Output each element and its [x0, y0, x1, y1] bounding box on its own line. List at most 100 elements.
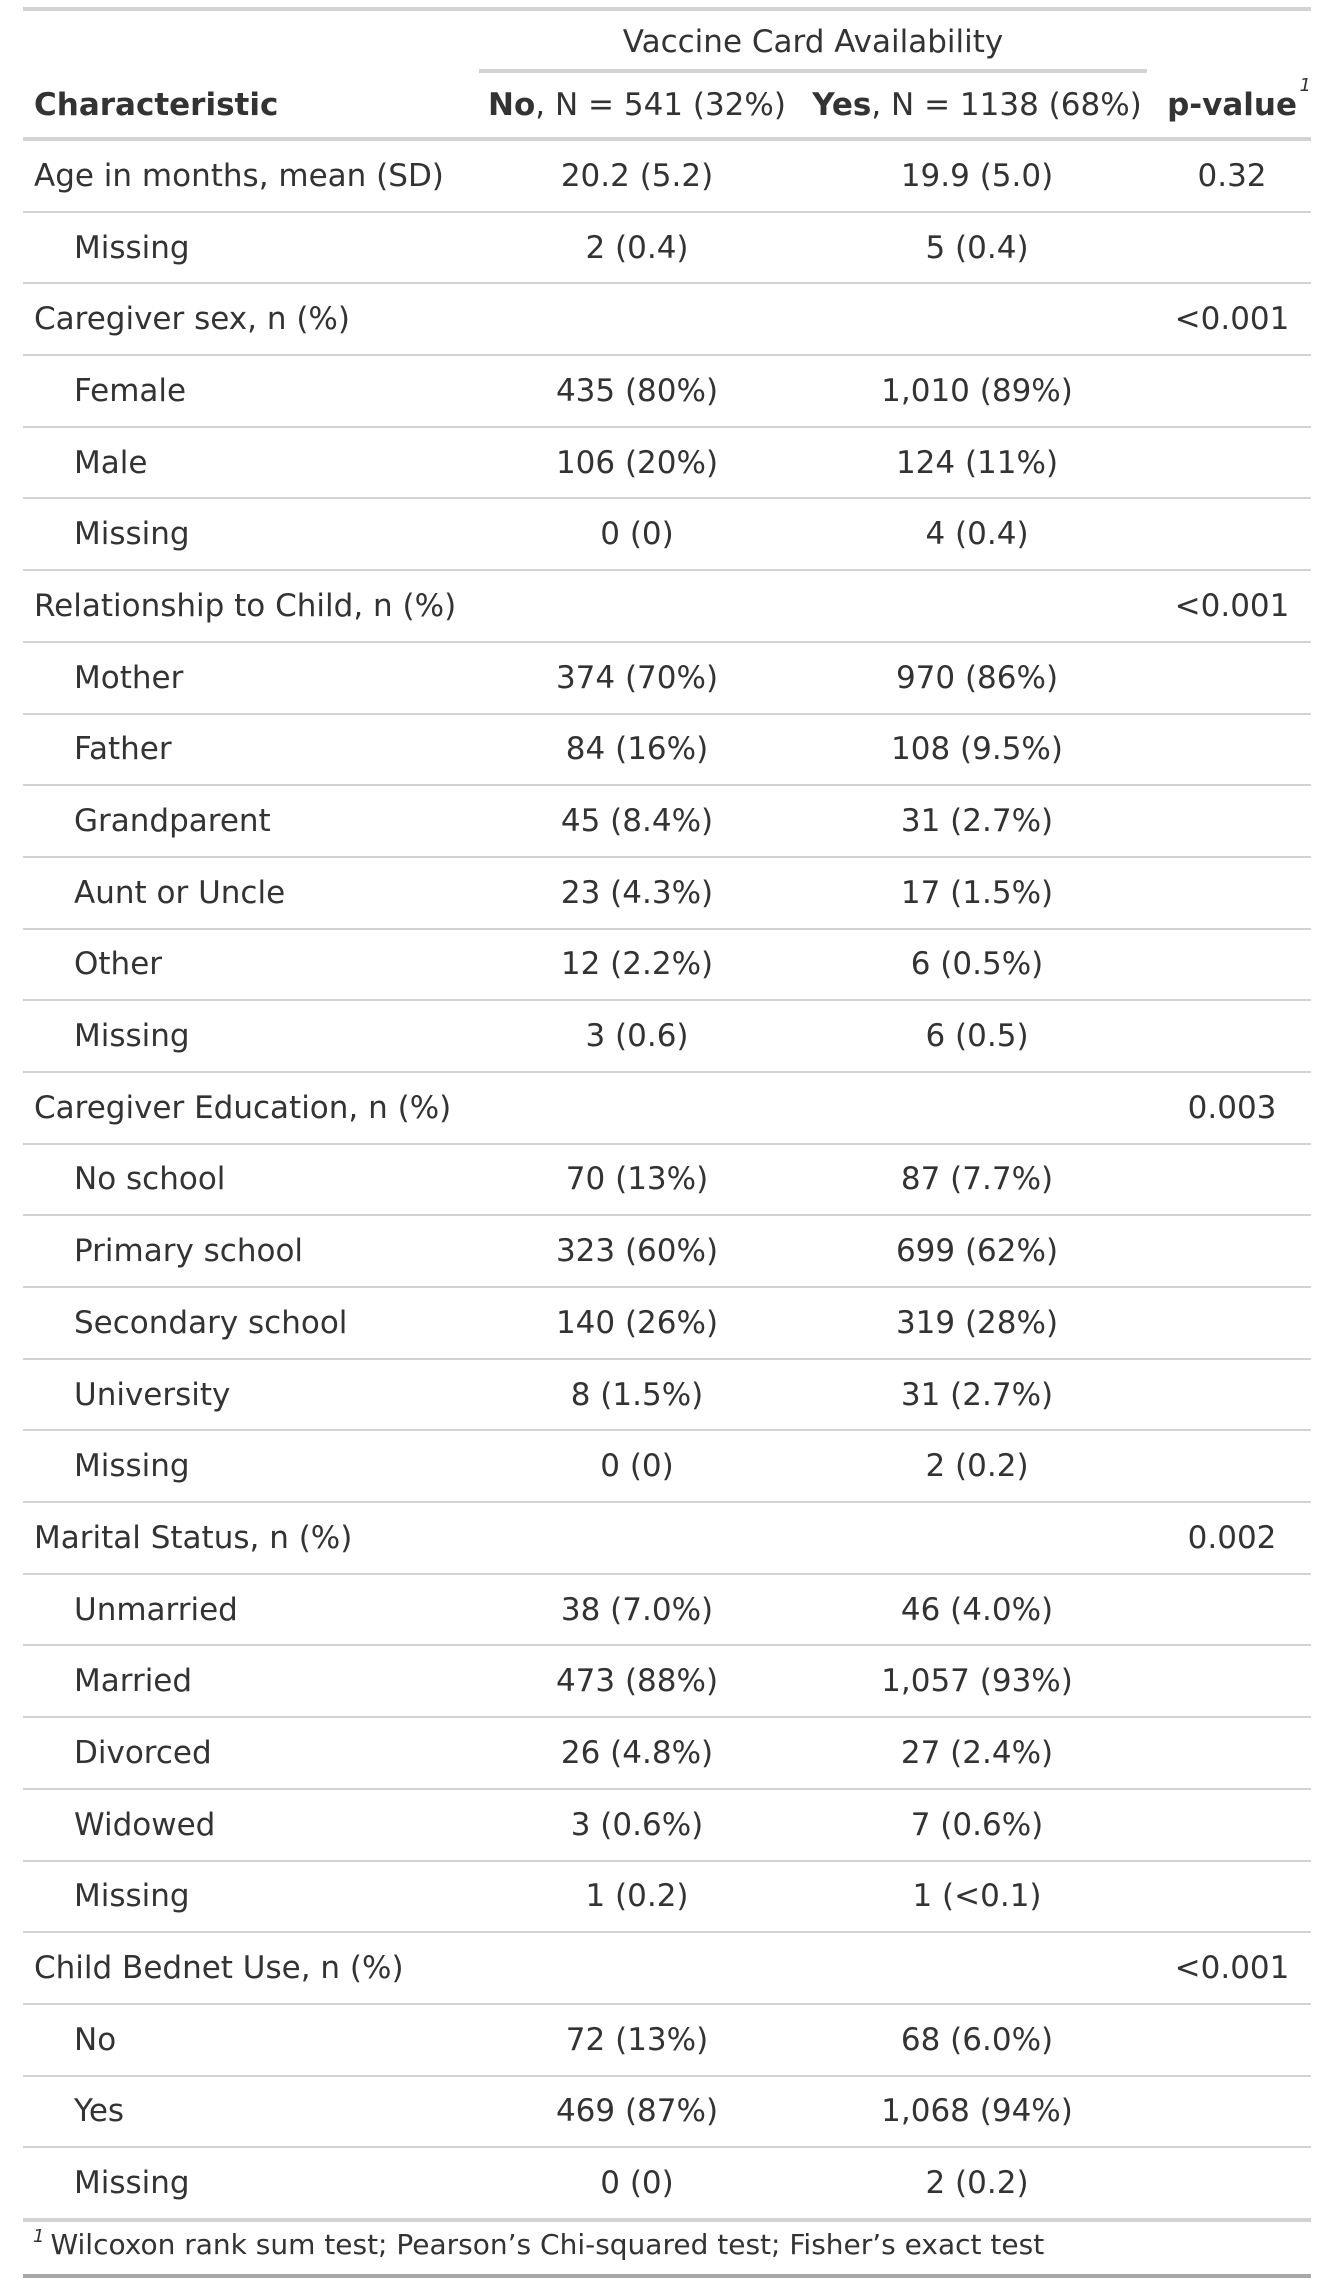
cell-pvalue: <0.001: [1153, 570, 1312, 643]
cell-pvalue: [1153, 1215, 1312, 1288]
cell-no: 45 (8.4%): [473, 785, 801, 858]
cell-characteristic: Relationship to Child, n (%): [23, 570, 473, 643]
spanner-row: Vaccine Card Availability: [23, 11, 1311, 73]
cell-no: [473, 1502, 801, 1575]
table-row-level: Missing 0 (0) 4 (0.4): [23, 498, 1312, 572]
pvalue-footnote-mark: 1: [1299, 75, 1311, 96]
cell-yes: 31 (2.7%): [801, 1358, 1154, 1432]
table-row-level: Other 12 (2.2%) 6 (0.5%): [23, 928, 1312, 1002]
cell-yes: 108 (9.5%): [801, 713, 1154, 787]
cell-characteristic: Secondary school: [23, 1287, 473, 1360]
cell-no: 0 (0): [473, 498, 801, 572]
table-footnote: 1 Wilcoxon rank sum test; Pearson’s Chi-s…: [23, 2222, 1311, 2278]
cell-characteristic: Missing: [23, 2147, 473, 2222]
column-header-row: Characteristic No, N = 541 (32%) Yes, N …: [23, 73, 1312, 141]
cell-yes: 1,068 (94%): [801, 2075, 1154, 2149]
summary-table: Vaccine Card Availability Characteristic…: [23, 11, 1312, 2222]
table-row-level: No school 70 (13%) 87 (7.7%): [23, 1143, 1312, 1217]
cell-yes: 17 (1.5%): [801, 856, 1154, 930]
table-row-level: Missing 0 (0) 2 (0.2): [23, 1430, 1312, 1504]
cell-yes: 124 (11%): [801, 426, 1154, 500]
column-header-yes-count: , N = 1138 (68%): [871, 87, 1142, 123]
cell-pvalue: [1153, 856, 1312, 930]
cell-no: 106 (20%): [473, 426, 801, 500]
cell-pvalue: [1153, 785, 1312, 858]
table-row-level: Secondary school 140 (26%) 319 (28%): [23, 1287, 1312, 1360]
cell-yes: 6 (0.5%): [801, 928, 1154, 1002]
column-header-pvalue: p-value 1: [1153, 73, 1312, 141]
cell-no: 2 (0.4): [473, 211, 801, 285]
cell-characteristic: Other: [23, 928, 473, 1002]
cell-pvalue: [1153, 1287, 1312, 1360]
cell-no: 23 (4.3%): [473, 856, 801, 930]
cell-no: 140 (26%): [473, 1287, 801, 1360]
cell-no: 0 (0): [473, 1430, 801, 1504]
table-row-level: Mother 374 (70%) 970 (86%): [23, 641, 1312, 715]
table-row-level: No 72 (13%) 68 (6.0%): [23, 2003, 1312, 2077]
table-row-level: Widowed 3 (0.6%) 7 (0.6%): [23, 1788, 1312, 1862]
cell-yes: 4 (0.4): [801, 498, 1154, 572]
cell-yes: 68 (6.0%): [801, 2003, 1154, 2077]
cell-characteristic: Unmarried: [23, 1573, 473, 1647]
cell-characteristic: Divorced: [23, 1717, 473, 1790]
cell-no: 374 (70%): [473, 641, 801, 715]
cell-yes: 1,057 (93%): [801, 1645, 1154, 1719]
footnote-text: Wilcoxon rank sum test; Pearson’s Chi-sq…: [50, 2227, 1045, 2261]
cell-yes: 87 (7.7%): [801, 1143, 1154, 1217]
cell-yes: 27 (2.4%): [801, 1717, 1154, 1790]
cell-yes: 2 (0.2): [801, 2147, 1154, 2222]
cell-no: 1 (0.2): [473, 1860, 801, 1934]
cell-no: 84 (16%): [473, 713, 801, 787]
cell-pvalue: [1153, 426, 1312, 500]
cell-yes: 7 (0.6%): [801, 1788, 1154, 1862]
column-header-yes-label: Yes: [812, 87, 872, 123]
cell-no: 8 (1.5%): [473, 1358, 801, 1432]
cell-no: 435 (80%): [473, 355, 801, 428]
cell-no: 323 (60%): [473, 1215, 801, 1288]
table-row-level: Unmarried 38 (7.0%) 46 (4.0%): [23, 1573, 1312, 1647]
cell-characteristic: Missing: [23, 1430, 473, 1504]
cell-pvalue: [1153, 928, 1312, 1002]
table-row-level: Missing 2 (0.4) 5 (0.4): [23, 211, 1312, 285]
spanner-label: Vaccine Card Availability: [622, 24, 1004, 60]
cell-pvalue: [1153, 355, 1312, 428]
cell-characteristic: Missing: [23, 498, 473, 572]
cell-yes: 1 (<0.1): [801, 1860, 1154, 1934]
column-header-no-label: No: [488, 87, 536, 123]
column-header-no-count: , N = 541 (32%): [535, 87, 786, 123]
cell-characteristic: Female: [23, 355, 473, 428]
column-header-no: No, N = 541 (32%): [473, 73, 801, 141]
cell-pvalue: [1153, 1788, 1312, 1862]
table-body: Age in months, mean (SD) 20.2 (5.2) 19.9 (…: [23, 139, 1312, 2222]
cell-characteristic: Marital Status, n (%): [23, 1502, 473, 1575]
cell-characteristic: Male: [23, 426, 473, 500]
table-row-level: University 8 (1.5%) 31 (2.7%): [23, 1358, 1312, 1432]
table-row-variable: Child Bednet Use, n (%) <0.001: [23, 1932, 1312, 2005]
cell-characteristic: No school: [23, 1143, 473, 1217]
cell-no: [473, 570, 801, 643]
cell-no: 469 (87%): [473, 2075, 801, 2149]
cell-no: [473, 1071, 801, 1145]
cell-yes: [801, 570, 1154, 643]
cell-no: 70 (13%): [473, 1143, 801, 1217]
cell-yes: [801, 1932, 1154, 2005]
cell-no: 0 (0): [473, 2147, 801, 2222]
cell-characteristic: Primary school: [23, 1215, 473, 1288]
column-header-pvalue-label: p-value: [1167, 87, 1297, 123]
table-row-level: Primary school 323 (60%) 699 (62%): [23, 1215, 1312, 1288]
cell-characteristic: No: [23, 2003, 473, 2077]
spanner-rule: [479, 69, 1148, 73]
table-top-rule: [23, 7, 1311, 11]
cell-yes: 1,010 (89%): [801, 355, 1154, 428]
cell-pvalue: [1153, 1143, 1312, 1217]
cell-pvalue: <0.001: [1153, 1932, 1312, 2005]
cell-characteristic: Missing: [23, 1000, 473, 1073]
cell-pvalue: [1153, 2003, 1312, 2077]
cell-pvalue: [1153, 1430, 1312, 1504]
cell-characteristic: Father: [23, 713, 473, 787]
column-header-yes: Yes, N = 1138 (68%): [801, 73, 1154, 141]
cell-pvalue: [1153, 1358, 1312, 1432]
cell-pvalue: [1153, 2147, 1312, 2222]
cell-characteristic: Missing: [23, 211, 473, 285]
spanner-header: Vaccine Card Availability: [473, 11, 1153, 73]
